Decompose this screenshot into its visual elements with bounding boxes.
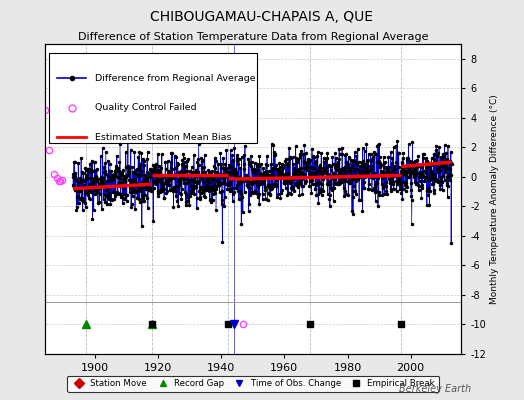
- Text: Estimated Station Mean Bias: Estimated Station Mean Bias: [94, 132, 231, 142]
- Text: Berkeley Earth: Berkeley Earth: [399, 384, 472, 394]
- Text: CHIBOUGAMAU-CHAPAIS A, QUE: CHIBOUGAMAU-CHAPAIS A, QUE: [150, 10, 374, 24]
- Bar: [49, 53, 257, 143]
- Legend: Station Move, Record Gap, Time of Obs. Change, Empirical Break: Station Move, Record Gap, Time of Obs. C…: [67, 376, 439, 392]
- Text: Difference from Regional Average: Difference from Regional Average: [94, 74, 255, 83]
- Text: Quality Control Failed: Quality Control Failed: [94, 103, 196, 112]
- Y-axis label: Monthly Temperature Anomaly Difference (°C): Monthly Temperature Anomaly Difference (…: [490, 94, 499, 304]
- Title: Difference of Station Temperature Data from Regional Average: Difference of Station Temperature Data f…: [78, 32, 428, 42]
